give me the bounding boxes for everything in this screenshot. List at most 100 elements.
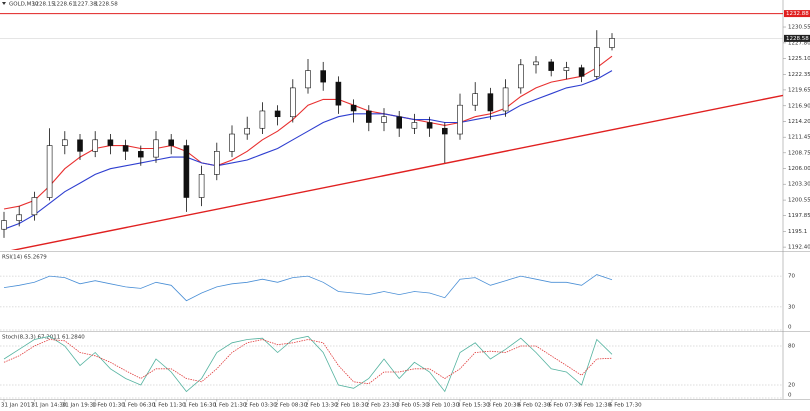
y-tick-label: 1195.1	[788, 229, 807, 235]
candle-body	[502, 87, 509, 112]
y-tick-label: 1200.55	[788, 198, 810, 204]
x-tick-label: 3 Feb 20:30	[487, 403, 520, 409]
candle-body	[198, 174, 205, 198]
x-tick-label: 1 Feb 01:30	[92, 403, 125, 409]
x-tick-label: 1 Feb 06:30	[123, 403, 156, 409]
x-tick-label: 2 Feb 18:30	[335, 403, 368, 409]
x-tick-label: 31 Jan 2017	[1, 403, 34, 409]
candle-body	[244, 127, 250, 135]
header-value: 1228.58	[95, 2, 118, 8]
last-price-tag	[784, 34, 810, 42]
symbol-label: GOLD,M30	[9, 2, 39, 8]
x-tick-label: 2 Feb 08:30	[275, 403, 308, 409]
candle-body	[381, 116, 387, 123]
candle-body	[457, 104, 463, 135]
moving-average	[3, 70, 613, 230]
indicator-line	[3, 274, 613, 302]
price-tag	[784, 10, 810, 18]
y-tick-label: 1192.40	[788, 245, 810, 251]
candle-body	[16, 214, 23, 221]
candle-body	[259, 110, 266, 129]
candle-body	[168, 139, 174, 146]
header-value: 1228.15	[32, 2, 55, 8]
y-tick-label: 20	[788, 383, 795, 389]
candle-body	[229, 133, 235, 152]
candle-body	[183, 145, 190, 198]
candle-body	[426, 122, 433, 129]
y-tick-label: 1197.85	[788, 213, 810, 219]
candle-body	[533, 61, 539, 66]
x-tick-label: 1 Feb 21:30	[214, 403, 247, 409]
x-tick-label: 3 Feb 05:30	[396, 403, 429, 409]
x-tick-label: 6 Feb 02:30	[518, 403, 551, 409]
y-tick-label: 0	[788, 325, 792, 331]
y-tick-label: 1230.55	[788, 25, 810, 31]
candle-body	[396, 116, 403, 129]
indicator-line	[3, 335, 613, 393]
y-tick-label: 30	[788, 304, 795, 310]
candle-body	[31, 197, 38, 216]
x-tick-label: 2 Feb 23:30	[366, 403, 399, 409]
candle-body	[578, 67, 585, 77]
y-tick-label: 1222.35	[788, 72, 810, 78]
candle-body	[365, 110, 372, 123]
candle-body	[214, 151, 220, 175]
candle-body	[350, 104, 357, 112]
moving-average	[3, 55, 613, 210]
x-tick-label: 2 Feb 13:30	[305, 403, 338, 409]
candle-body	[77, 139, 83, 152]
candle-body	[609, 38, 615, 48]
y-tick-label: 1208.75	[788, 150, 810, 156]
last-price-label: 1228.58	[786, 36, 809, 42]
y-tick-label: 1216.90	[788, 103, 810, 109]
y-tick-label: 1227.80	[788, 40, 810, 46]
candle-body	[274, 110, 281, 118]
x-tick-label: 31 Jan 14:30	[31, 403, 66, 409]
x-tick-label: 6 Feb 07:30	[548, 403, 581, 409]
trendline	[10, 94, 783, 250]
candle-body	[107, 139, 114, 146]
candle-body	[411, 122, 418, 129]
candle-body	[138, 151, 144, 158]
candle-body	[92, 139, 98, 152]
y-tick-label: 1219.65	[788, 87, 810, 93]
candle-body	[548, 61, 555, 71]
y-tick-label: 1214.20	[788, 119, 810, 125]
candle-body	[61, 139, 68, 146]
x-tick-label: 3 Feb 10:30	[427, 403, 460, 409]
x-tick-label: 1 Feb 16:30	[183, 403, 216, 409]
y-tick-label: 1211.45	[788, 135, 810, 141]
price-tag-label: 1232.88	[786, 11, 809, 17]
x-tick-label: 31 Jan 19:30	[62, 403, 97, 409]
candle-body	[563, 67, 570, 71]
candle-body	[517, 64, 524, 89]
candle-body	[593, 47, 600, 77]
header-value: 1228.61	[53, 2, 76, 8]
candle-body	[122, 145, 129, 152]
y-tick-label: 80	[788, 344, 795, 350]
candle-body	[305, 70, 311, 89]
candle-body	[289, 87, 296, 118]
indicator-title: RSI(14) 65.2679	[2, 255, 47, 261]
x-tick-label: 1 Feb 11:30	[153, 403, 186, 409]
y-tick-label: 1206.00	[788, 166, 810, 172]
candle-body	[46, 145, 53, 198]
y-tick-label: 1225.10	[788, 56, 810, 62]
y-tick-label: 0	[788, 393, 792, 399]
x-tick-label: 2 Feb 03:30	[244, 403, 277, 409]
candle-body	[153, 139, 159, 158]
y-tick-label: 70	[788, 274, 795, 280]
candle-body	[335, 81, 342, 106]
candle-body	[320, 70, 327, 83]
candle-body	[487, 93, 494, 112]
candle-body	[472, 93, 479, 106]
plot-area	[0, 30, 783, 250]
y-tick-label: 1203.30	[788, 182, 810, 188]
dropdown-icon	[2, 2, 6, 5]
x-tick-label: 6 Feb 17:30	[609, 403, 642, 409]
candle-body	[1, 220, 7, 230]
x-tick-label: 3 Feb 15:30	[457, 403, 490, 409]
x-tick-label: 6 Feb 12:30	[579, 403, 612, 409]
